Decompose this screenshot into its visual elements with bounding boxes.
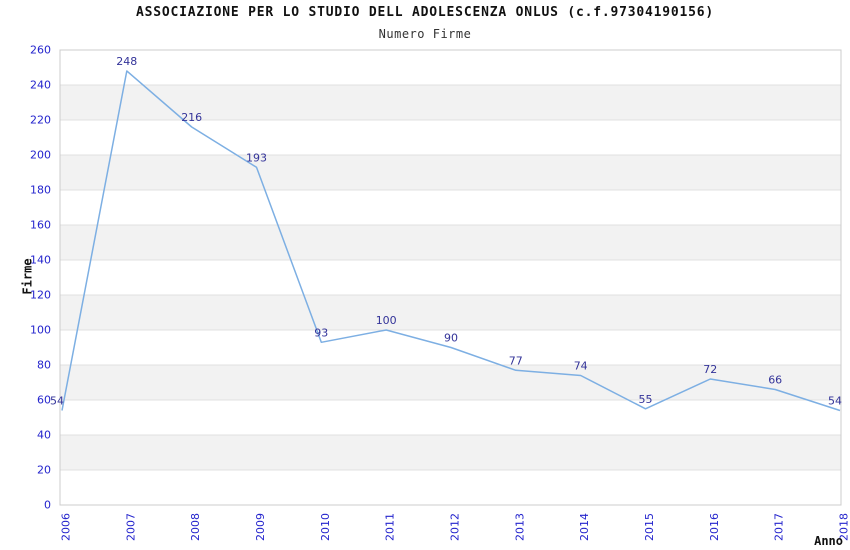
plot-band xyxy=(60,85,841,120)
data-point-label: 100 xyxy=(376,314,397,327)
data-point-label: 54 xyxy=(828,395,842,408)
x-tick-label: 2014 xyxy=(578,513,591,541)
y-tick-label: 200 xyxy=(30,149,51,162)
y-tick-label: 180 xyxy=(30,184,51,197)
data-point-label: 90 xyxy=(444,332,458,345)
y-tick-label: 160 xyxy=(30,219,51,232)
y-tick-label: 240 xyxy=(30,79,51,92)
data-point-label: 54 xyxy=(50,395,64,408)
x-tick-label: 2018 xyxy=(838,513,850,541)
data-point-label: 74 xyxy=(574,360,588,373)
data-point-label: 193 xyxy=(246,151,267,164)
plot-border xyxy=(59,49,842,506)
plot-band xyxy=(60,225,841,260)
x-axis-title: Anno xyxy=(814,534,843,548)
plot-band xyxy=(60,365,841,400)
y-tick-label: 0 xyxy=(44,499,51,512)
plot-band xyxy=(60,155,841,190)
data-point-label: 66 xyxy=(768,374,782,387)
y-tick-label: 60 xyxy=(37,394,51,407)
chart-title: ASSOCIAZIONE PER LO STUDIO DELL ADOLESCE… xyxy=(136,5,714,20)
y-tick-label: 20 xyxy=(37,464,51,477)
x-tick-label: 2007 xyxy=(124,513,137,541)
x-tick-label: 2016 xyxy=(708,513,721,541)
y-tick-label: 40 xyxy=(37,429,51,442)
data-point-label: 93 xyxy=(314,326,328,339)
plot-band xyxy=(60,435,841,470)
x-tick-label: 2015 xyxy=(643,513,656,541)
x-tick-label: 2013 xyxy=(513,513,526,541)
x-tick-label: 2011 xyxy=(384,513,397,541)
x-tick-label: 2006 xyxy=(60,513,73,541)
x-tick-label: 2017 xyxy=(773,513,786,541)
data-point-label: 55 xyxy=(639,393,653,406)
x-tick-label: 2010 xyxy=(319,513,332,541)
plot-band xyxy=(60,295,841,330)
y-tick-label: 100 xyxy=(30,324,51,337)
y-tick-label: 120 xyxy=(30,289,51,302)
series-line xyxy=(61,70,841,412)
y-tick-label: 140 xyxy=(30,254,51,267)
data-point-label: 77 xyxy=(509,354,523,367)
x-tick-label: 2009 xyxy=(254,513,267,541)
y-tick-label: 80 xyxy=(37,359,51,372)
data-point-label: 216 xyxy=(181,111,202,124)
data-point-label: 72 xyxy=(703,363,717,376)
x-tick-label: 2012 xyxy=(449,513,462,541)
y-tick-label: 220 xyxy=(30,114,51,127)
y-tick-label: 260 xyxy=(30,44,51,57)
x-tick-label: 2008 xyxy=(189,513,202,541)
chart-subtitle: Numero Firme xyxy=(378,27,472,41)
data-point-label: 248 xyxy=(116,55,137,68)
